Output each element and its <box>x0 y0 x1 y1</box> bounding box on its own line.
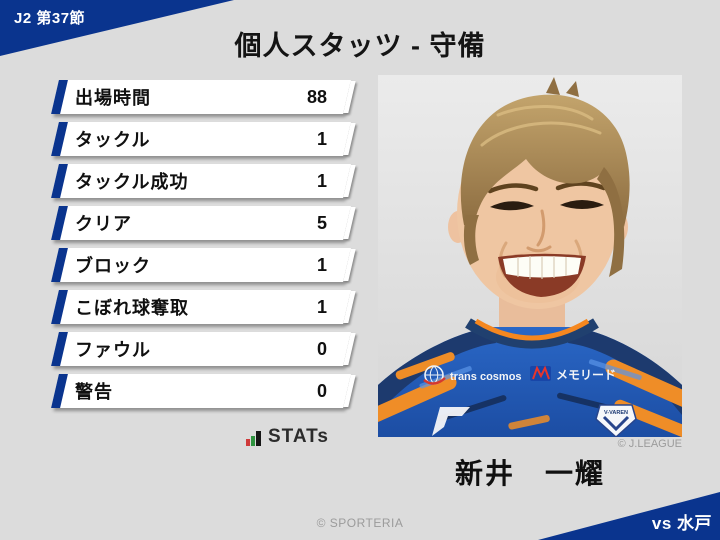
eyebrow-right <box>555 181 607 191</box>
competition-badge-label: J2 第37節 <box>14 10 86 27</box>
jersey-shoulder-right <box>568 327 682 415</box>
stat-row-clearances: クリア 5 <box>51 206 356 240</box>
stat-label: タックル成功 <box>75 172 189 192</box>
vvaren-crest-icon <box>595 404 637 437</box>
stat-label: こぼれ球奪取 <box>75 298 189 318</box>
page-title: 個人スタッツ - 守備 <box>234 31 486 61</box>
stat-row-tackles: タックル 1 <box>51 122 356 156</box>
hair-side-left <box>463 215 479 265</box>
player-photo: trans cosmos メモリード V-VAREN <box>378 75 682 437</box>
hair-side-right <box>597 167 625 277</box>
collar-navy <box>465 318 599 349</box>
stat-row-minutes: 出場時間 88 <box>51 80 356 114</box>
stat-row-yellow-cards: 警告 0 <box>51 374 356 408</box>
opponent-badge-label: vs 水戸 <box>651 514 712 533</box>
stat-value: 1 <box>316 128 327 149</box>
stat-value: 88 <box>306 86 327 107</box>
stat-label: クリア <box>75 214 132 234</box>
stat-label: タックル <box>75 130 151 150</box>
bar-chart-icon <box>246 431 262 446</box>
memolead-m-mark <box>532 365 550 380</box>
stat-row-blocks: ブロック 1 <box>51 248 356 282</box>
stat-label: 警告 <box>75 382 113 402</box>
vvaren-crest-label: V-VAREN <box>604 410 628 416</box>
stat-value: 0 <box>316 338 327 359</box>
sponsor-transcosmos-label: trans cosmos <box>450 371 522 383</box>
stats-logo: STATs <box>246 426 329 446</box>
eyebrow-left <box>487 183 539 194</box>
stat-row-loose-ball-recoveries: こぼれ球奪取 1 <box>51 290 356 324</box>
hair-spikes <box>546 77 579 97</box>
nose <box>526 209 552 253</box>
stat-label: ブロック <box>75 256 151 276</box>
player-portrait-illustration: trans cosmos メモリード V-VAREN <box>378 75 682 437</box>
teeth-gaps <box>517 256 567 279</box>
stat-label: ファウル <box>75 340 151 360</box>
stat-value: 0 <box>316 380 327 401</box>
stat-value: 5 <box>316 212 327 233</box>
stat-row-tackles-won: タックル成功 1 <box>51 164 356 198</box>
stat-value: 1 <box>316 170 327 191</box>
hair-highlights <box>480 104 602 147</box>
collar-orange-trim <box>474 318 590 341</box>
player-name: 新井 一耀 <box>454 458 605 489</box>
stat-value: 1 <box>316 296 327 317</box>
stat-row-fouls: ファウル 0 <box>51 332 356 366</box>
jersey-shoulder-left <box>378 327 496 415</box>
stat-value: 1 <box>316 254 327 275</box>
f-logo-icon <box>432 407 470 436</box>
stat-label: 出場時間 <box>75 88 151 108</box>
eye-left <box>490 201 534 211</box>
vvaren-crest-chevron <box>602 415 630 432</box>
globe-red-swoosh <box>423 377 446 385</box>
sponsor-memolead-label: メモリード <box>556 368 616 382</box>
eye-right <box>560 200 604 209</box>
stats-logo-label: STATs <box>268 426 329 447</box>
photo-credit: © J.LEAGUE <box>617 438 682 450</box>
site-credit: © SPORTERIA <box>316 516 404 530</box>
